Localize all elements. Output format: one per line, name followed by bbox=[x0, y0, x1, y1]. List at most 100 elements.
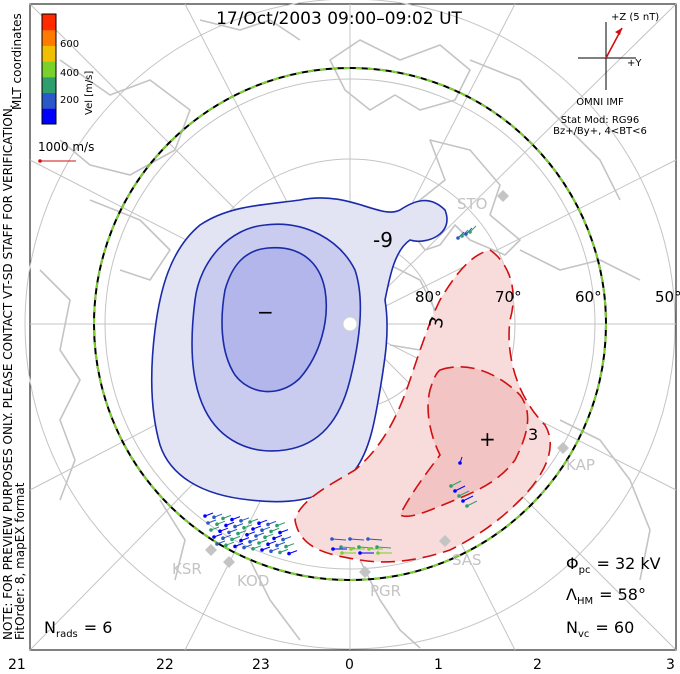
mlt-tick-21: 21 bbox=[8, 657, 26, 673]
velocity-vector-origin bbox=[203, 514, 207, 518]
station-ksr-icon bbox=[205, 544, 217, 556]
lat-label-70: 70° bbox=[495, 288, 522, 306]
velocity-vector-origin bbox=[376, 551, 380, 555]
velocity-vector-origin bbox=[375, 545, 379, 549]
velocity-vector-origin bbox=[357, 545, 361, 549]
velocity-vector-origin bbox=[468, 230, 472, 234]
fit-statistics: Φpc = 32 kV ΛHM = 58° Nvc = 60 Nrads = 6 bbox=[44, 554, 661, 640]
velocity-vector bbox=[340, 546, 356, 549]
imf-model: Stat Mod: RG96 bbox=[561, 115, 640, 126]
velocity-vector-origin bbox=[230, 537, 234, 542]
velocity-vector bbox=[458, 490, 470, 497]
scale-vector-origin bbox=[38, 159, 42, 163]
velocity-vector-origin bbox=[281, 537, 285, 542]
station-sto-label: STO bbox=[457, 195, 488, 213]
mlt-tick-2: 2 bbox=[533, 657, 542, 673]
negative-cell bbox=[150, 197, 448, 503]
velocity-vector bbox=[450, 480, 462, 487]
nvc-stat: Nvc = 60 bbox=[566, 618, 634, 640]
velocity-vector-origin bbox=[367, 547, 371, 551]
velocity-vector-origin bbox=[212, 515, 216, 519]
colorbar-tick-200: 200 bbox=[60, 95, 79, 106]
velocity-vector-origin bbox=[233, 544, 237, 549]
velocity-vector-origin bbox=[263, 535, 267, 539]
colorbar-segment bbox=[42, 29, 56, 46]
lambda-subscript: HM bbox=[577, 596, 593, 607]
velocity-vector-origin bbox=[275, 523, 279, 528]
velocity-vector-origin bbox=[224, 543, 228, 547]
velocity-vector-origin bbox=[269, 529, 273, 534]
station-sto-icon bbox=[497, 190, 509, 202]
velocity-vector-origin bbox=[348, 537, 352, 541]
mlt-tick-3: 3 bbox=[666, 657, 675, 673]
station-pgr-icon bbox=[359, 566, 371, 578]
station-kod-icon bbox=[223, 556, 235, 568]
imf-y-label: +Y bbox=[627, 58, 642, 69]
velocity-vector-origin bbox=[284, 544, 288, 549]
pole-marker bbox=[342, 316, 358, 332]
velocity-vector-origin bbox=[206, 521, 210, 525]
lat-label-80: 80° bbox=[415, 288, 442, 306]
phi-symbol: Φ bbox=[566, 554, 579, 573]
velocity-vector-origin bbox=[254, 534, 258, 538]
nrads-subscript: rads bbox=[56, 629, 78, 640]
mlt-coordinates-label: MLT coordinates bbox=[10, 13, 24, 110]
velocity-vector-origin bbox=[465, 504, 469, 508]
lat-label-60: 60° bbox=[575, 288, 602, 306]
colorbar-segment bbox=[42, 92, 56, 109]
nrads-symbol: N bbox=[44, 618, 56, 637]
nrads-value: = 6 bbox=[84, 618, 113, 637]
scale-vector-label: 1000 m/s bbox=[38, 140, 94, 154]
velocity-vector-origin bbox=[257, 521, 261, 525]
velocity-vector-origin bbox=[453, 489, 457, 493]
velocity-vector-origin bbox=[330, 537, 334, 541]
imf-vector-head-icon bbox=[615, 28, 622, 35]
station-pgr-label: PGR bbox=[370, 582, 401, 600]
fit-order-note: FitOrder: 8, mapEX format bbox=[13, 482, 27, 640]
colorbar-segment bbox=[42, 45, 56, 62]
velocity-vector-origin bbox=[339, 545, 343, 549]
velocity-vector-origin bbox=[230, 517, 234, 522]
mlt-tick-23: 23 bbox=[252, 657, 270, 673]
velocity-vector-origin bbox=[245, 533, 249, 537]
velocity-vector-origin bbox=[458, 461, 462, 465]
velocity-vector bbox=[466, 500, 478, 507]
velocity-vector-origin bbox=[340, 551, 344, 555]
velocity-vector-origin bbox=[224, 523, 228, 528]
pos-inner-contour-label: 3 bbox=[528, 425, 538, 444]
colorbar-tick-400: 400 bbox=[60, 68, 79, 79]
velocity-vector-origin bbox=[358, 551, 362, 555]
velocity-vector-origin bbox=[266, 522, 270, 527]
station-kap-label: KAP bbox=[566, 456, 595, 474]
hm-boundary-dash bbox=[93, 67, 607, 581]
velocity-vector-origin bbox=[221, 516, 225, 521]
velocity-vector-origin bbox=[278, 530, 282, 535]
potential-min-marker: − bbox=[257, 300, 274, 324]
phi-value: = 32 kV bbox=[596, 554, 660, 573]
station-sas-label: SAS bbox=[452, 551, 482, 569]
colorbar-segment bbox=[42, 14, 56, 31]
velocity-vector-origin bbox=[215, 542, 219, 546]
colorbar-segment bbox=[42, 76, 56, 94]
velocity-vector bbox=[454, 485, 466, 492]
nvc-subscript: vc bbox=[578, 629, 589, 640]
velocity-vector-origin bbox=[275, 543, 279, 548]
neg-contour-inner bbox=[221, 246, 328, 393]
velocity-vector-origin bbox=[266, 542, 270, 546]
velocity-vector-origin bbox=[260, 548, 264, 552]
station-kap-icon bbox=[557, 442, 569, 454]
positive-cell bbox=[294, 249, 551, 563]
velocity-vector-origin bbox=[464, 232, 468, 236]
velocity-vector-origin bbox=[269, 549, 273, 553]
colorbar-tick-600: 600 bbox=[60, 39, 79, 50]
velocity-vector bbox=[376, 546, 392, 549]
lambda-symbol: Λ bbox=[566, 585, 577, 604]
velocity-vector bbox=[331, 538, 347, 541]
velocity-vector-origin bbox=[251, 547, 255, 551]
map-title: 17/Oct/2003 09:00–09:02 UT bbox=[216, 9, 462, 29]
velocity-vector-origin bbox=[209, 528, 213, 532]
pos-contour-inner bbox=[398, 366, 529, 518]
station-ksr-label: KSR bbox=[172, 560, 202, 578]
velocity-vectors bbox=[203, 225, 478, 556]
